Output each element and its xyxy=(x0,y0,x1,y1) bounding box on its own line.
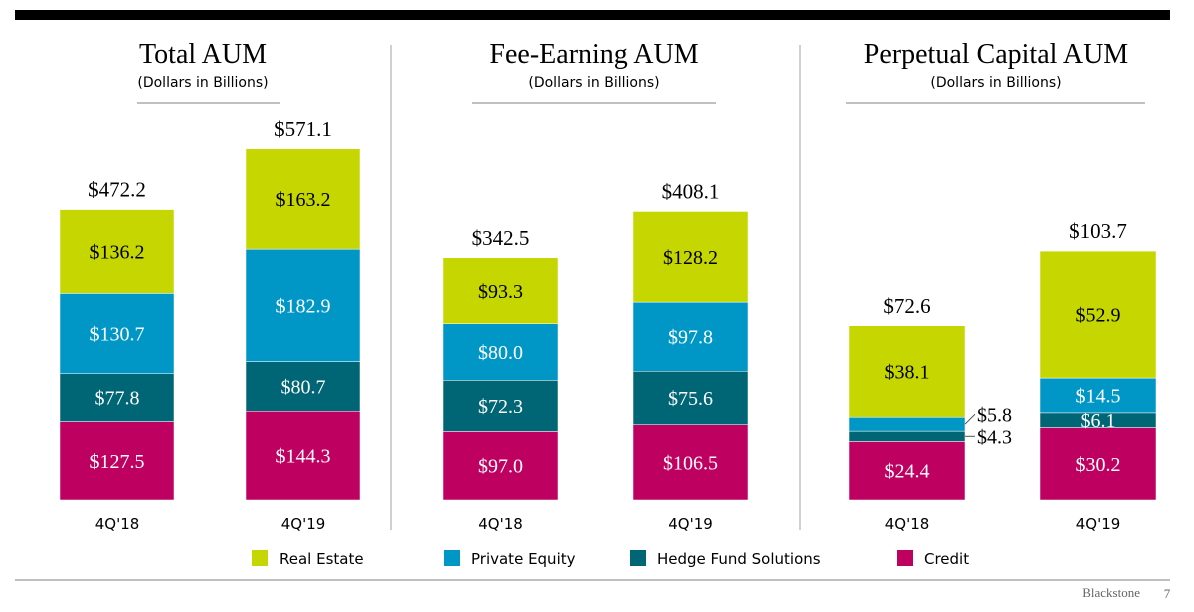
total-label: $571.1 xyxy=(274,117,332,141)
category-label: 4Q'18 xyxy=(885,515,930,533)
bar-segment xyxy=(1039,250,1157,379)
chart-title: Fee-Earning AUM xyxy=(489,39,698,70)
data-label: $75.6 xyxy=(668,388,713,410)
total-label: $472.2 xyxy=(88,178,146,202)
legend-label: Real Estate xyxy=(279,550,364,568)
chart-panel: Total AUM (Dollars in Billions) $127.5 $77.… xyxy=(59,39,361,533)
data-label: $4.3 xyxy=(977,426,1012,448)
bar-segment xyxy=(442,431,559,501)
bar-segment xyxy=(245,148,361,250)
category-label: 4Q'19 xyxy=(1076,515,1121,533)
bar-segment xyxy=(59,373,175,422)
legend-label: Hedge Fund Solutions xyxy=(657,550,821,568)
legend: Real Estate Private Equity Hedge Fund Solu… xyxy=(252,550,969,568)
bar-segment xyxy=(632,301,749,372)
chart-title: Total AUM xyxy=(139,39,267,70)
legend-swatch xyxy=(444,550,460,566)
data-label: $38.1 xyxy=(885,361,930,383)
data-label: $182.9 xyxy=(276,295,331,317)
bar-segment xyxy=(245,411,361,501)
bar-segment xyxy=(848,325,966,418)
bar-segment xyxy=(442,380,559,432)
data-label: $93.3 xyxy=(478,281,523,303)
data-label: $52.9 xyxy=(1076,305,1121,327)
legend-swatch xyxy=(630,550,646,566)
data-label: $6.1 xyxy=(1081,410,1116,432)
data-label: $14.5 xyxy=(1076,385,1121,407)
legend-label: Credit xyxy=(924,550,969,568)
bar-segment xyxy=(442,323,559,381)
data-label: $97.8 xyxy=(668,327,713,349)
data-label: $163.2 xyxy=(276,189,331,211)
bar-segment xyxy=(632,211,749,303)
data-label: $72.3 xyxy=(478,396,523,418)
category-label: 4Q'18 xyxy=(478,515,523,533)
legend-swatch xyxy=(897,550,913,566)
total-label: $103.7 xyxy=(1069,219,1127,243)
legend-swatch xyxy=(252,550,268,566)
bar-segment xyxy=(442,257,559,324)
bar-segment xyxy=(59,421,175,501)
total-label: $408.1 xyxy=(662,179,720,203)
total-label: $342.5 xyxy=(472,226,530,250)
bar-segment xyxy=(245,361,361,412)
footer-brand: Blackstone xyxy=(1082,585,1140,600)
bar-segment xyxy=(632,424,749,501)
page-number: 7 xyxy=(1164,586,1171,601)
total-label: $72.6 xyxy=(883,294,930,318)
category-label: 4Q'19 xyxy=(668,515,713,533)
bar-segment xyxy=(632,371,749,425)
bar-segment xyxy=(848,441,966,501)
data-label: $97.0 xyxy=(478,456,523,478)
chart-panel: Perpetual Capital AUM (Dollars in Billion… xyxy=(846,39,1157,533)
chart-title: Perpetual Capital AUM xyxy=(864,39,1129,70)
data-label: $106.5 xyxy=(663,452,718,474)
chart-subtitle: (Dollars in Billions) xyxy=(528,75,659,91)
data-label: $144.3 xyxy=(276,446,331,468)
bar-segment xyxy=(59,209,175,294)
data-label: $77.8 xyxy=(95,388,140,410)
chart-panel: Fee-Earning AUM (Dollars in Billions) $97.… xyxy=(442,39,749,533)
bar-segment xyxy=(1039,377,1157,414)
data-label: $127.5 xyxy=(90,451,145,473)
chart-subtitle: (Dollars in Billions) xyxy=(137,75,268,91)
bar-segment xyxy=(848,416,966,432)
legend-label: Private Equity xyxy=(471,550,576,568)
data-label: $24.4 xyxy=(885,461,930,483)
data-label: $5.8 xyxy=(977,404,1012,426)
bar-segment xyxy=(848,430,966,442)
chart-subtitle: (Dollars in Billions) xyxy=(930,75,1061,91)
category-label: 4Q'19 xyxy=(281,515,326,533)
label-leader-line xyxy=(964,413,976,425)
bar-segment xyxy=(59,293,175,374)
bar-segment xyxy=(245,248,361,362)
top-rule xyxy=(15,10,1170,20)
data-label: $130.7 xyxy=(90,324,145,346)
data-label: $80.0 xyxy=(478,342,523,364)
data-label: $30.2 xyxy=(1076,454,1121,476)
data-label: $128.2 xyxy=(663,247,718,269)
bar-segment xyxy=(1039,427,1157,501)
category-label: 4Q'18 xyxy=(95,515,140,533)
data-label: $136.2 xyxy=(90,241,145,263)
data-label: $80.7 xyxy=(281,376,326,398)
